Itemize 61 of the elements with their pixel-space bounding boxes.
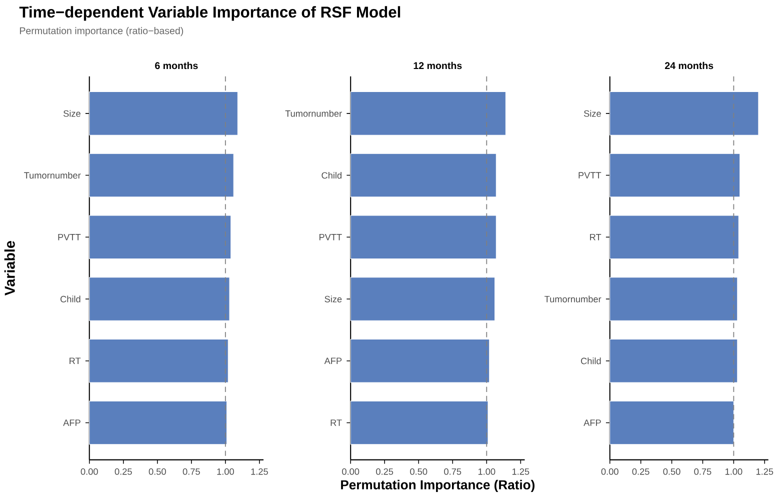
x-tick-label: 0.75 <box>444 468 462 475</box>
bar <box>350 276 496 321</box>
bar <box>350 153 496 198</box>
x-tick-label: 1.00 <box>725 468 742 475</box>
x-tick-label: 0.75 <box>694 468 712 475</box>
y-tick-label: Child <box>581 357 601 364</box>
y-tick-label: Tumornumber <box>24 172 81 178</box>
y-tick-label: Tumornumber <box>285 110 342 117</box>
y-tick-label: Child <box>322 172 342 178</box>
bar <box>89 400 228 444</box>
x-axis-title: Permutation Importance (Ratio) <box>341 480 534 492</box>
y-tick-label: Tumornumber <box>544 295 602 302</box>
bar <box>89 153 234 198</box>
x-tick-label: 0.25 <box>114 468 132 475</box>
y-tick-label: Child <box>60 295 80 302</box>
y-tick-label: AFP <box>584 419 601 426</box>
y-tick-label: PVTT <box>578 172 602 178</box>
y-tick-label: RT <box>330 419 342 426</box>
y-tick-label: RT <box>70 358 81 364</box>
x-tick-label: 1.25 <box>512 468 530 475</box>
y-tick-label: Size <box>324 295 342 302</box>
text: 24 months <box>664 62 714 69</box>
bar <box>610 276 738 321</box>
chart-subtitle: Permutation importance (ratio−based) <box>20 26 184 36</box>
x-tick-label: 0.25 <box>376 468 394 475</box>
bar <box>610 91 759 136</box>
bar <box>610 338 738 383</box>
bar <box>89 276 230 321</box>
x-tick-label: 0.50 <box>148 468 166 475</box>
bar <box>350 338 490 383</box>
x-tick-label: 0.75 <box>182 468 200 475</box>
bar <box>610 153 740 198</box>
x-tick-label: 0.00 <box>601 468 618 475</box>
x-tick-label: 1.00 <box>478 468 496 475</box>
y-tick-label: AFP <box>324 358 342 364</box>
bar <box>89 338 228 383</box>
y-tick-label: Size <box>64 110 80 117</box>
x-tick-label: 1.25 <box>251 468 268 475</box>
bar <box>89 91 238 136</box>
bar <box>610 400 734 444</box>
text: 12 months <box>414 62 462 69</box>
chart-title: Time−dependent Variable Importance of RSF Model <box>19 6 400 21</box>
bar <box>350 215 496 259</box>
bar <box>89 215 232 259</box>
y-tick-label: PVTT <box>319 234 342 240</box>
bar <box>350 91 506 136</box>
text: 6 months <box>155 62 198 69</box>
y-tick-label: Size <box>584 110 601 117</box>
x-tick-label: 1.25 <box>756 468 774 475</box>
x-tick-label: 0.50 <box>410 468 428 475</box>
y-tick-label: RT <box>590 234 602 240</box>
x-tick-label: 0.25 <box>632 468 650 475</box>
y-tick-label: PVTT <box>58 234 81 240</box>
bar <box>610 215 739 259</box>
x-tick-label: 0.00 <box>80 468 98 475</box>
y-tick-label: AFP <box>63 419 80 426</box>
y-axis-title: Variable <box>4 240 15 296</box>
bar <box>350 400 488 444</box>
x-tick-label: 0.50 <box>663 468 680 475</box>
x-tick-label: 1.00 <box>217 468 234 475</box>
x-tick-label: 0.00 <box>342 468 360 475</box>
